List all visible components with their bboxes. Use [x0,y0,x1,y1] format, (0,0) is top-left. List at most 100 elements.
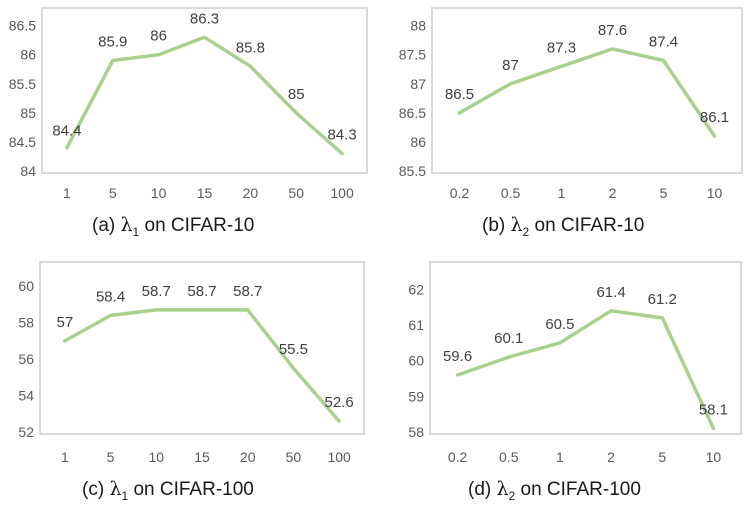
x-tick-label: 50 [286,449,302,465]
caption-symbol: λ [120,214,133,236]
y-tick-label: 56 [18,351,34,367]
caption-subscript: 2 [522,224,530,239]
data-point [509,82,512,86]
data-point [507,355,511,359]
data-point [660,316,664,320]
y-tick-label: 58 [18,315,34,331]
plot-frame [429,261,742,435]
data-point [337,419,341,423]
caption-c: (c) λ1 on CIFAR-100 [82,478,254,503]
y-tick-label: 52 [18,424,34,440]
series-line [455,309,716,431]
y-tick-label: 87.5 [399,47,426,63]
data-point [200,308,204,312]
data-point [458,111,461,115]
y-tick-label: 87 [410,76,426,92]
data-point [248,64,252,68]
y-tick-label: 60 [408,353,424,369]
caption-b: (b) λ2 on CIFAR-10 [482,214,644,239]
data-label: 84.4 [52,123,81,140]
data-point [711,426,715,430]
y-tick-label: 86.5 [9,18,36,34]
y-tick-label: 59 [408,388,424,404]
y-tick-label: 86.5 [399,105,426,121]
x-tick-label: 5 [109,185,117,201]
data-label: 58.7 [142,283,171,300]
data-label: 61.4 [596,284,625,301]
data-point [154,308,158,312]
data-point [246,308,250,312]
x-tick-label: 10 [151,185,167,201]
series-line [457,47,717,138]
data-point [456,373,460,377]
caption-suffix: on CIFAR-10 [529,215,645,236]
x-tick-label: 1 [556,449,564,465]
data-label: 86 [150,28,167,45]
x-tick-label: 10 [707,185,723,201]
data-label: 87 [502,57,519,74]
y-tick-label: 85 [20,105,36,121]
data-label: 85 [288,86,305,103]
data-point [294,111,298,115]
caption-subscript: 1 [121,488,129,503]
data-point [560,64,563,68]
y-tick-label: 60 [18,278,34,294]
x-tick-label: 1 [63,185,71,201]
plot-frame [431,7,743,174]
caption-suffix: on CIFAR-100 [515,479,641,500]
data-label: 58.1 [699,401,728,418]
caption-prefix: (c) [82,479,110,500]
x-tick-label: 0.5 [499,449,519,465]
caption-subscript: 2 [508,488,516,503]
x-tick-label: 10 [706,449,722,465]
data-point [109,313,113,317]
data-label: 59.6 [443,348,472,365]
x-tick-label: 10 [148,449,164,465]
data-point [340,152,344,156]
x-tick-label: 15 [197,185,213,201]
x-tick-label: 1 [558,185,566,201]
x-tick-label: 15 [194,449,210,465]
data-point [611,47,614,51]
data-label: 55.5 [279,341,308,358]
data-label: 52.6 [325,394,354,411]
data-label: 86.3 [190,10,219,27]
plot-frame [41,7,368,174]
y-tick-label: 54 [18,388,34,404]
data-point [157,53,161,57]
caption-symbol: λ [510,214,523,236]
y-tick-label: 85.5 [399,163,426,179]
x-tick-label: 100 [327,449,351,465]
data-point [63,339,67,343]
data-label: 61.2 [648,291,677,308]
y-tick-label: 61 [408,317,424,333]
caption-d: (d) λ2 on CIFAR-100 [468,478,641,503]
caption-prefix: (b) [482,215,511,236]
x-tick-label: 2 [607,449,615,465]
data-point [558,341,562,345]
x-tick-label: 0.2 [448,449,468,465]
caption-suffix: on CIFAR-10 [139,215,255,236]
y-tick-label: 58 [408,424,424,440]
data-point [65,146,69,150]
y-tick-label: 88 [410,18,426,34]
x-tick-label: 2 [609,185,617,201]
caption-prefix: (d) [468,479,497,500]
data-point [662,59,665,63]
data-label: 58.7 [187,283,216,300]
x-tick-label: 5 [658,449,666,465]
caption-symbol: λ [109,478,122,500]
data-label: 58.7 [233,283,262,300]
x-tick-label: 20 [240,449,256,465]
data-point [713,134,716,138]
data-label: 87.4 [649,34,678,51]
x-tick-label: 1 [61,449,69,465]
x-tick-label: 20 [243,185,259,201]
data-point [291,366,295,370]
y-tick-label: 86 [20,47,36,63]
x-tick-label: 50 [288,185,304,201]
data-label: 84.3 [327,127,356,144]
